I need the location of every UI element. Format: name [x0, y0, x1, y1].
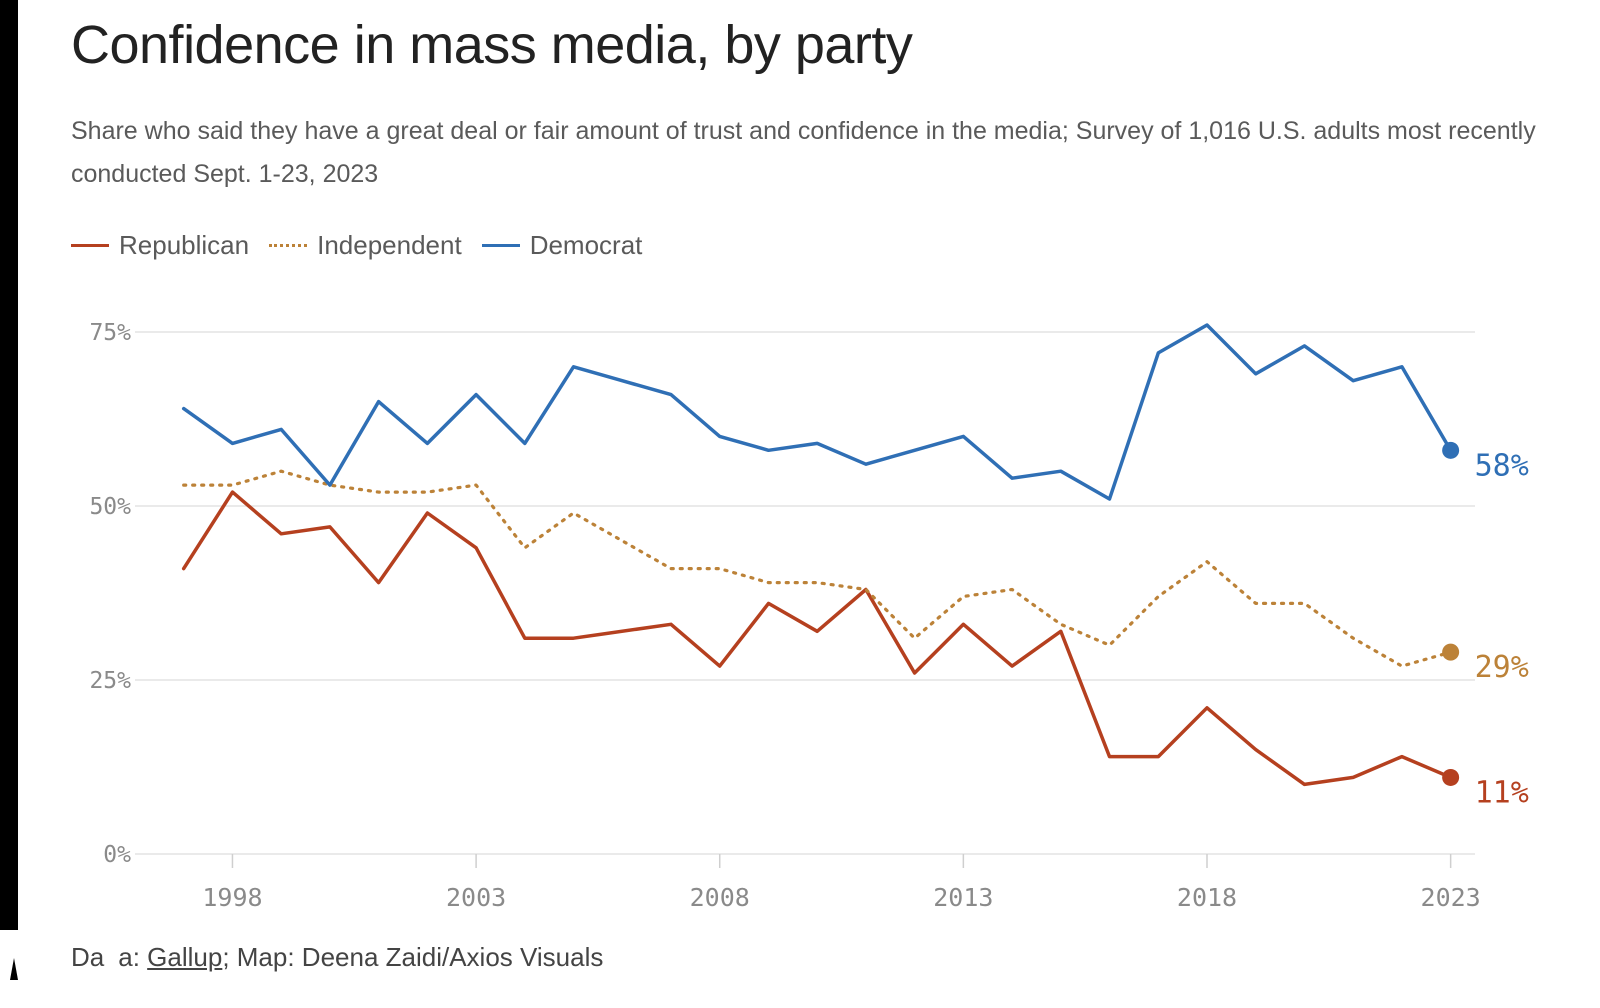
legend-swatch-democrat: [481, 244, 520, 247]
legend-item-democrat: Democrat: [481, 230, 643, 261]
source-prefix-end: a:: [118, 942, 148, 972]
x-tick-label-2013: 2013: [933, 883, 993, 912]
series-line-republican: [181, 490, 1453, 787]
legend-label-democrat: Democrat: [529, 230, 643, 260]
legend-item-independent: Independent: [269, 230, 462, 261]
series-end-dot-republican: [1442, 768, 1460, 786]
y-tick-label-25: 25%: [89, 668, 131, 694]
x-tick-label-2018: 2018: [1177, 883, 1237, 912]
legend-swatch-republican: [71, 244, 109, 247]
x-tick-label-2008: 2008: [690, 883, 750, 912]
left-edge-notch: [0, 930, 40, 1008]
legend-item-republican: Republican: [71, 230, 249, 261]
legend-label-republican: Republican: [119, 230, 250, 260]
left-edge-mark: [10, 958, 18, 980]
y-tick-label-75: 75%: [89, 320, 131, 346]
chart-title: Confidence in mass media, by party: [71, 15, 913, 75]
chart-subtitle: Share who said they have a great deal or…: [71, 117, 1536, 188]
chart-legend: Republican Independent Democrat: [71, 230, 662, 261]
series-end-label-democrat: 58%: [1475, 448, 1529, 483]
y-tick-label-0: 0%: [103, 842, 131, 868]
gallup-link[interactable]: Gallup: [147, 942, 223, 972]
legend-swatch-independent: [269, 244, 308, 247]
series-end-label-republican: 11%: [1475, 775, 1529, 810]
legend-label-independent: Independent: [317, 230, 462, 260]
series-line-democrat: [181, 323, 1453, 501]
series-end-label-independent: 29%: [1475, 650, 1529, 685]
source-credit: Da a: Gallup; Map: Deena Zaidi/Axios Visu…: [71, 942, 603, 973]
x-tick-label-2003: 2003: [446, 883, 506, 912]
credit-text: ; Map: Deena Zaidi/Axios Visuals: [222, 942, 604, 972]
x-tick-label-1998: 1998: [202, 883, 262, 912]
x-tick-label-2023: 2023: [1421, 883, 1481, 912]
series-end-dot-independent: [1442, 643, 1460, 661]
y-tick-label-50: 50%: [89, 494, 131, 520]
series-line-independent: [182, 469, 1453, 668]
left-edge-bar: [0, 0, 18, 1008]
source-prefix-start: Da: [71, 942, 105, 972]
series-end-dot-democrat: [1442, 441, 1460, 459]
